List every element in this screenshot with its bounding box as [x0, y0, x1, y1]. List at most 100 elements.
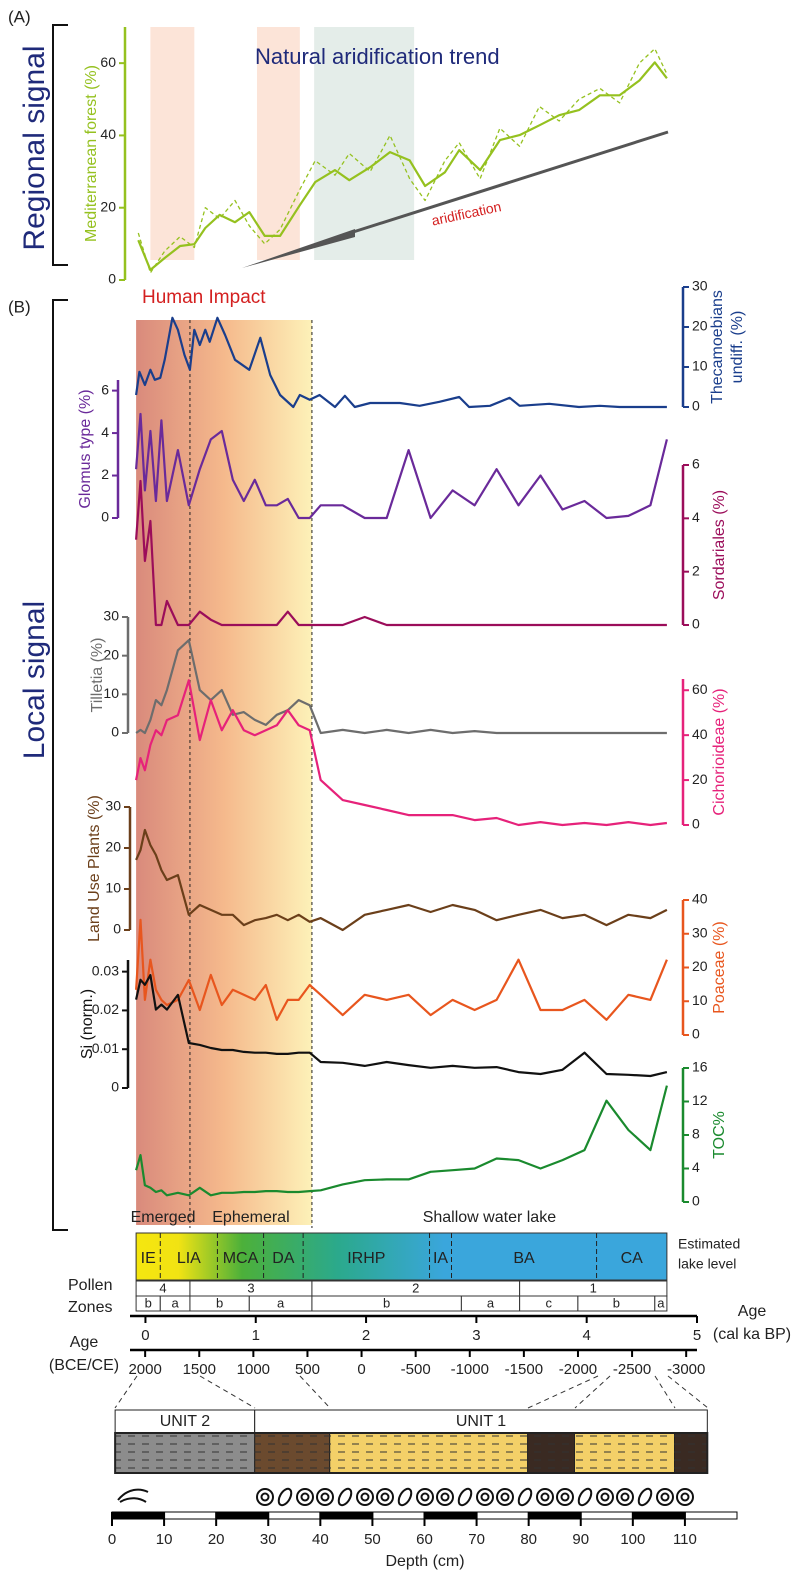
pollen-zone-label: 4	[159, 1280, 166, 1295]
scale-segment	[164, 1512, 216, 1519]
pollen-zone-label: b	[145, 1295, 152, 1310]
x-tick-label: 1000	[237, 1361, 270, 1378]
y-tick-label: 30	[692, 924, 708, 940]
y-tick-label: 8	[692, 1126, 700, 1142]
x-tick-label: 1500	[183, 1361, 216, 1378]
x-tick-label: 0	[141, 1327, 149, 1344]
y-axis-label: Sordariales (%)	[711, 490, 728, 600]
fossil	[537, 1489, 553, 1505]
x-tick-label: -500	[401, 1361, 431, 1378]
y-tick-label: 4	[692, 1159, 700, 1175]
y-tick-label: 0	[692, 616, 700, 632]
y-axis-label: Glomus type (%)	[77, 389, 94, 508]
fossil	[477, 1489, 493, 1505]
scale-segment	[477, 1512, 529, 1519]
pollen-zone-label: a	[487, 1295, 495, 1310]
x-axis-label: (BCE/CE)	[49, 1357, 119, 1374]
scale-segment	[685, 1512, 737, 1519]
y-tick-label: 4	[692, 509, 700, 525]
x-tick-label: 1	[252, 1327, 260, 1344]
y-axis-label: Poaceae (%)	[711, 921, 728, 1014]
fossil	[417, 1489, 433, 1505]
y-tick-label: 2	[101, 466, 109, 482]
y-axis-label: TOC%	[711, 1111, 728, 1159]
y-tick-label: 0	[111, 1079, 119, 1095]
fossil	[382, 1494, 389, 1501]
y-tick-label: 10	[105, 880, 121, 896]
x-tick-label: 10	[156, 1531, 173, 1548]
pollen-zone-label: 1	[590, 1280, 597, 1295]
zone-label: IA	[433, 1250, 448, 1267]
fossil	[422, 1494, 429, 1501]
y-tick-label: 6	[692, 456, 700, 472]
y-tick-label: 40	[692, 891, 708, 907]
unit-label: UNIT 2	[160, 1413, 210, 1430]
pollen-zone-label: b	[216, 1295, 223, 1310]
zone-label: IE	[141, 1250, 156, 1267]
y-tick-label: 0	[111, 724, 119, 740]
y-tick-label: 0	[692, 398, 700, 414]
y-tick-label: 60	[692, 681, 708, 697]
scale-segment	[633, 1512, 685, 1519]
y-tick-label: 20	[692, 958, 708, 974]
y-tick-label: 20	[692, 771, 708, 787]
y-tick-label: 16	[692, 1059, 708, 1075]
zone-label: CA	[621, 1250, 644, 1267]
bracket	[53, 25, 68, 265]
scale-segment	[268, 1512, 320, 1519]
scale-segment	[581, 1512, 633, 1519]
y-tick-label: 40	[100, 126, 116, 142]
x-tick-label: 110	[673, 1531, 697, 1548]
x-tick-label: -1500	[505, 1361, 543, 1378]
x-axis-label: Age	[738, 1303, 767, 1320]
annotation: Natural aridification trend	[255, 44, 500, 69]
fossil	[516, 1487, 534, 1508]
x-tick-label: -2500	[613, 1361, 651, 1378]
y-tick-label: 0	[113, 921, 121, 937]
connectors	[115, 1376, 708, 1408]
x-tick-label: 2	[362, 1327, 370, 1344]
fossil	[682, 1494, 689, 1501]
fossil	[442, 1494, 449, 1501]
lake-label: Estimated	[678, 1236, 740, 1252]
impact-shade	[136, 320, 312, 1225]
y-tick-label: 12	[692, 1092, 708, 1108]
y-tick-label: 60	[100, 54, 116, 70]
x-tick-label: 100	[620, 1531, 645, 1548]
x-tick-label: 60	[416, 1531, 433, 1548]
fossil	[396, 1487, 414, 1508]
y-tick-label: 0	[692, 1026, 700, 1042]
fossil	[322, 1494, 329, 1501]
pollen-zone-label: c	[546, 1295, 553, 1310]
x-tick-label: -3000	[667, 1361, 705, 1378]
fossil	[576, 1487, 594, 1508]
x-axis-label: Age	[70, 1334, 99, 1351]
fossil	[257, 1489, 273, 1505]
y-axis-label: Land Use Plants (%)	[86, 795, 103, 942]
y-tick-label: 0	[692, 816, 700, 832]
x-tick-label: 20	[208, 1531, 225, 1548]
y-tick-label: 4	[101, 424, 109, 440]
y-axis-label: Mediterranean forest (%)	[83, 65, 100, 242]
y-tick-label: 0	[692, 1193, 700, 1209]
x-tick-label: 50	[364, 1531, 381, 1548]
fossil	[502, 1494, 509, 1501]
fossil	[482, 1494, 489, 1501]
x-tick-label: 4	[583, 1327, 591, 1344]
y-tick-label: 30	[692, 278, 708, 294]
x-tick-label: 0	[357, 1361, 365, 1378]
environment-label: Shallow water lake	[423, 1209, 557, 1226]
pollen-zone-label: 2	[412, 1280, 419, 1295]
unit-label: UNIT 1	[456, 1413, 506, 1430]
fossil	[377, 1489, 393, 1505]
y-axis-label: Si (norm.)	[79, 989, 96, 1059]
y-tick-label: 20	[692, 318, 708, 334]
fossil	[497, 1489, 513, 1505]
y-tick-label: 6	[101, 381, 109, 397]
x-axis-label: Depth (cm)	[385, 1553, 464, 1570]
fossil	[317, 1489, 333, 1505]
y-axis-label: Thecamoebians	[709, 290, 726, 404]
x-tick-label: 5	[693, 1327, 701, 1344]
fossil	[636, 1487, 654, 1508]
lake-label: lake level	[678, 1256, 736, 1272]
